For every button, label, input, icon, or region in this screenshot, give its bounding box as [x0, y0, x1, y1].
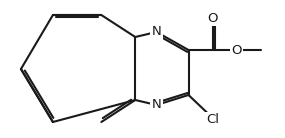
- Text: Cl: Cl: [206, 113, 219, 126]
- Text: O: O: [207, 11, 218, 25]
- Text: O: O: [232, 43, 242, 56]
- Text: N: N: [152, 26, 161, 39]
- Text: N: N: [152, 99, 161, 112]
